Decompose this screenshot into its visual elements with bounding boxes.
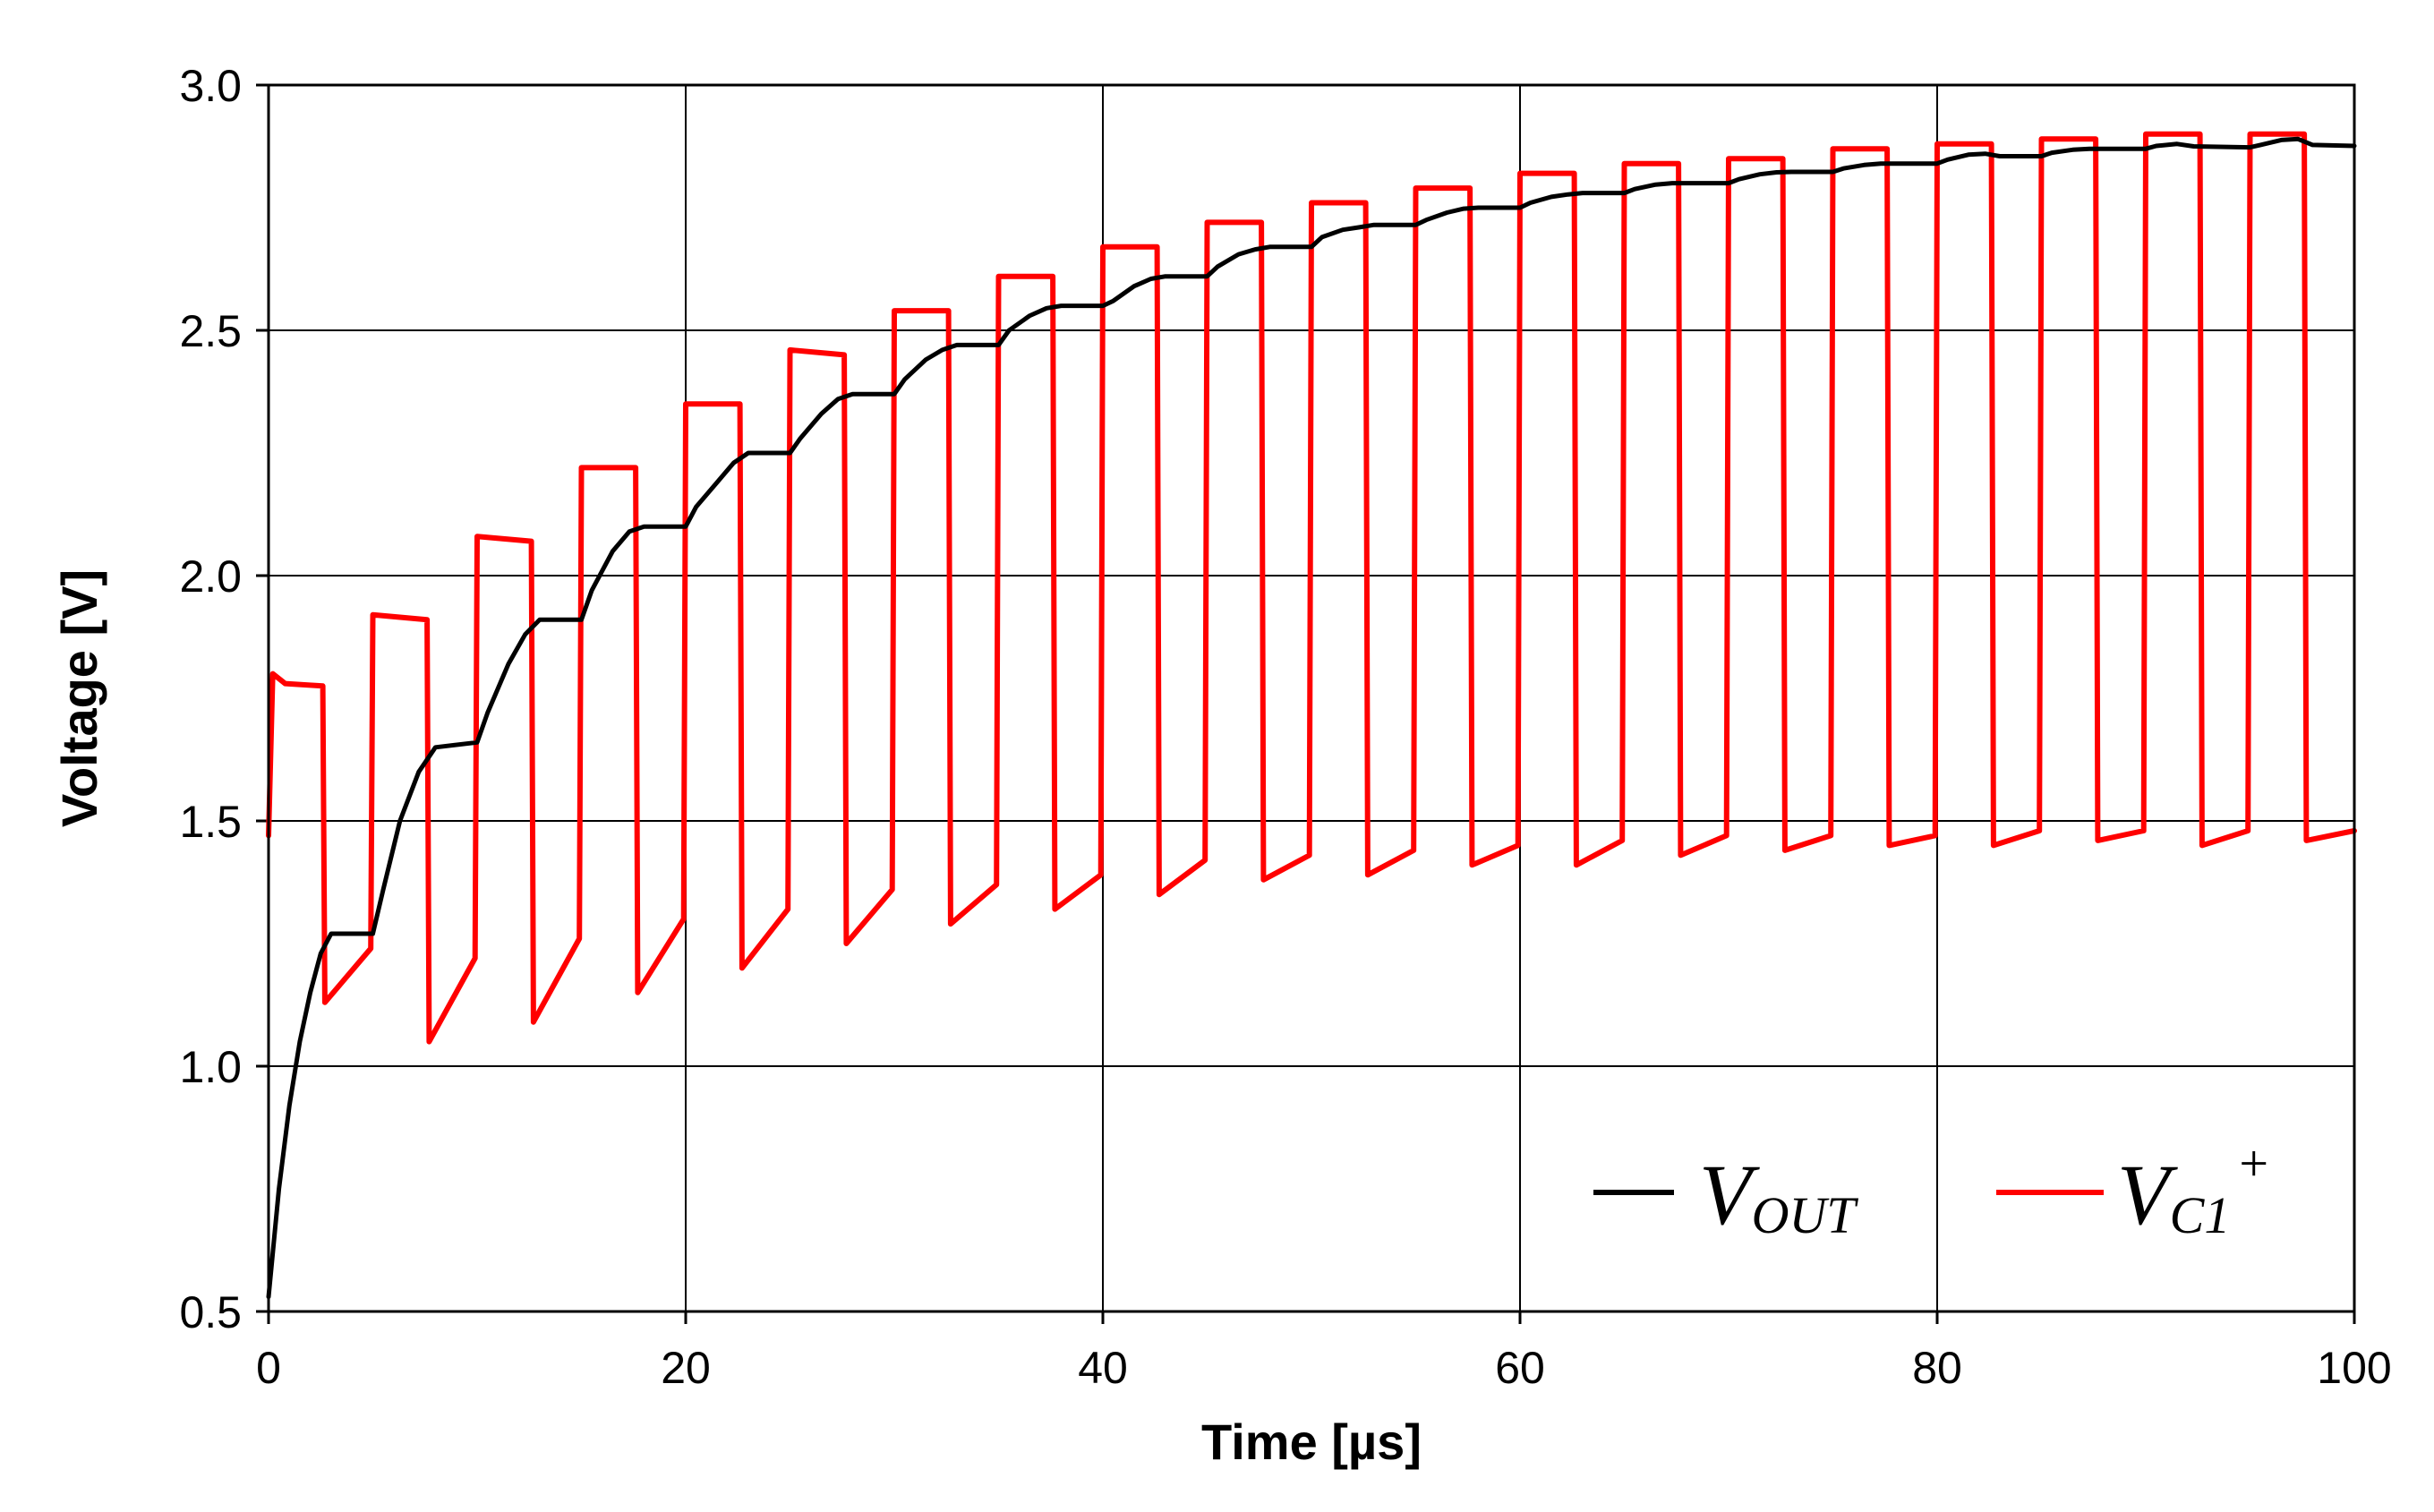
legend: VOUT VC1+ [1593, 1134, 2268, 1244]
y-tick-label: 2.0 [179, 551, 242, 602]
legend-label-vc1: VC1+ [2117, 1134, 2268, 1244]
tick-labels: 0 20 40 60 80 100 0.5 1.0 1.5 2.0 2.5 3.0 [179, 61, 2391, 1393]
x-tick-label: 80 [1912, 1343, 1962, 1393]
series-line-vc1-plus [266, 131, 2357, 1045]
y-tick-label: 0.5 [179, 1287, 242, 1337]
x-tick-label: 20 [661, 1343, 711, 1393]
x-tick-label: 40 [1078, 1343, 1128, 1393]
x-axis-title: Time [µs] [1201, 1414, 1422, 1470]
y-axis-title: Voltage [V] [51, 569, 107, 827]
y-tick-label: 3.0 [179, 61, 242, 111]
series-layer [266, 131, 2357, 1300]
x-tick-label: 0 [256, 1343, 281, 1393]
y-tick-label: 2.5 [179, 306, 242, 356]
series-line-vout [266, 136, 2357, 1300]
y-tick-label: 1.5 [179, 797, 242, 847]
x-tick-label: 100 [2317, 1343, 2391, 1393]
legend-label-vout: VOUT [1699, 1147, 1858, 1244]
x-tick-label: 60 [1495, 1343, 1545, 1393]
y-tick-label: 1.0 [179, 1042, 242, 1092]
plot-border [267, 83, 2356, 1313]
